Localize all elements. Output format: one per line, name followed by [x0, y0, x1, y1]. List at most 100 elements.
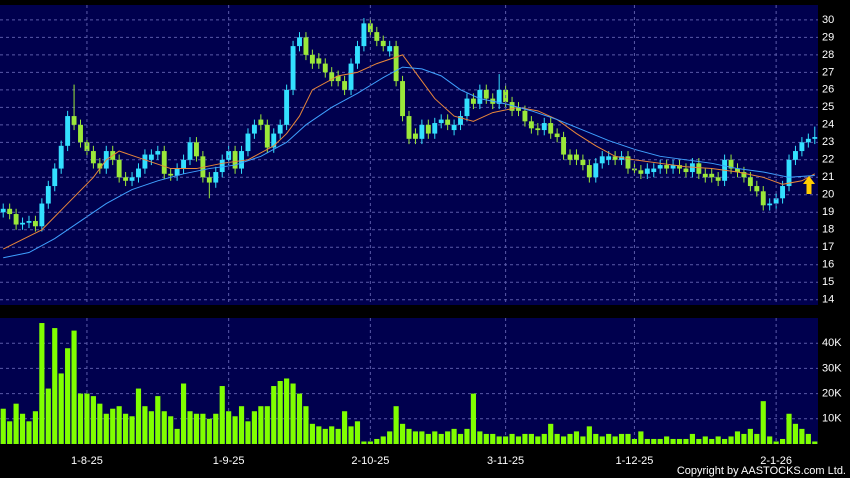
volume-bar: [322, 428, 328, 444]
candle-body: [116, 159, 122, 178]
candle-body: [458, 116, 463, 125]
volume-bar: [110, 408, 116, 444]
x-tick-label: 1-8-25: [71, 455, 103, 467]
volume-bar: [696, 438, 702, 444]
volume-bar: [232, 416, 238, 444]
volume-bar: [548, 423, 554, 444]
candle-body: [561, 137, 567, 155]
volume-bar: [767, 436, 773, 444]
volume-bar: [142, 406, 148, 444]
price-panel: [0, 5, 818, 305]
y-tick-label: 20K: [822, 388, 842, 400]
candle-body: [194, 142, 199, 157]
volume-bar: [361, 441, 367, 444]
candle-body: [26, 221, 32, 223]
candle-body: [664, 165, 670, 169]
candle-body: [206, 177, 212, 183]
volume-bar: [747, 428, 753, 444]
candle-body: [735, 168, 740, 173]
volume-bar: [77, 393, 84, 444]
candle-body: [477, 89, 483, 104]
candle-body: [567, 154, 573, 160]
volume-bar: [541, 433, 547, 444]
x-tick-label: 2-1-26: [760, 455, 792, 467]
volume-bar: [561, 436, 567, 444]
volume-bar: [116, 406, 122, 444]
volume-bar: [799, 428, 805, 444]
candle-body: [767, 203, 773, 206]
candle-body: [709, 173, 715, 178]
volume-bar: [290, 383, 296, 444]
volume-bar: [374, 438, 380, 444]
volume-bar: [445, 431, 451, 444]
volume-bar: [438, 433, 444, 444]
candle-body: [799, 142, 805, 152]
candle-body: [361, 23, 367, 47]
candle-body: [574, 154, 579, 160]
layer: 14 15 16 17 18 19 20 21 22 23 24 25 26 27 28 29 30 10K 20K…: [0, 5, 842, 467]
candle-body: [786, 159, 792, 187]
candle-body: [638, 170, 644, 174]
volume-bar: [618, 433, 625, 444]
volume-bar: [123, 413, 129, 444]
volume-bar: [477, 431, 483, 444]
candle-body: [548, 123, 554, 134]
candle-body: [213, 172, 219, 183]
candle-body: [78, 124, 83, 143]
candle-body: [438, 119, 444, 124]
volume-bar: [387, 431, 393, 444]
volume-bar: [354, 421, 361, 444]
candle-body: [20, 222, 25, 225]
candle-body: [683, 168, 689, 173]
volume-bar: [348, 426, 354, 444]
candle-body: [39, 203, 45, 227]
candle-body: [380, 40, 386, 47]
y-tick-label: 27: [822, 66, 834, 78]
candle-body: [760, 191, 766, 206]
candle-body: [541, 123, 547, 131]
candle-body: [52, 168, 58, 187]
volume-bar: [457, 433, 464, 444]
volume-bar: [760, 401, 766, 444]
candle-body: [258, 119, 264, 125]
volume-bar: [606, 433, 612, 444]
volume-bar: [174, 428, 180, 444]
candle-body: [264, 124, 270, 148]
volume-bar: [812, 441, 818, 444]
candle-body: [451, 124, 457, 131]
moving-average-line: [3, 66, 815, 259]
volume-bar: [193, 413, 200, 444]
candle-body: [741, 172, 747, 178]
volume-bar: [13, 403, 19, 444]
volume-bar: [39, 323, 45, 444]
volume-bar: [367, 441, 373, 444]
volume-bar: [206, 418, 212, 444]
volume-bar: [805, 433, 811, 444]
volume-bar: [97, 403, 103, 444]
moving-average-line: [2, 54, 816, 250]
y-tick-label: 14: [822, 294, 834, 306]
candle-body: [239, 151, 244, 169]
y-tick-label: 25: [822, 101, 834, 113]
candle-body: [174, 168, 180, 176]
volume-bar: [728, 436, 734, 444]
volume-bar: [406, 428, 412, 444]
candle-body: [805, 138, 811, 143]
candle-body: [297, 37, 302, 47]
x-tick-label: 1-9-25: [213, 455, 245, 467]
volume-bar: [496, 436, 502, 444]
candle-body: [142, 154, 148, 169]
candle-body: [90, 151, 96, 164]
y-tick-label: 28: [822, 49, 834, 61]
y-tick-label: 23: [822, 136, 834, 148]
candle-body: [65, 116, 71, 146]
volume-bar: [412, 431, 419, 444]
volume-bar: [264, 406, 270, 444]
volume-bar: [148, 411, 154, 444]
y-tick-label: 26: [822, 84, 834, 96]
volume-bar: [567, 433, 573, 444]
volume-bar: [277, 381, 283, 444]
candle-body: [625, 156, 631, 169]
volume-bar: [251, 411, 257, 444]
volume-bar: [580, 436, 586, 444]
